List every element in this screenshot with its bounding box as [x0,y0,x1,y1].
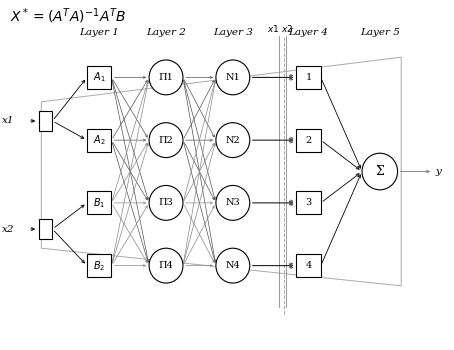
Text: N4: N4 [226,261,240,270]
FancyBboxPatch shape [296,191,321,214]
Text: Σ: Σ [375,165,384,178]
Text: Π3: Π3 [158,198,173,208]
Ellipse shape [216,248,250,283]
FancyBboxPatch shape [296,66,321,89]
Text: 2: 2 [306,136,312,145]
Ellipse shape [149,60,183,95]
FancyBboxPatch shape [296,129,321,152]
Text: 4: 4 [306,261,312,270]
Text: $x1\ x2$: $x1\ x2$ [267,23,294,34]
Text: 3: 3 [306,198,312,208]
Ellipse shape [216,186,250,220]
Text: N2: N2 [226,136,240,145]
Ellipse shape [362,153,398,190]
Text: N3: N3 [226,198,240,208]
FancyBboxPatch shape [296,254,321,277]
Text: $B_2$: $B_2$ [93,259,105,273]
Text: Layer 1: Layer 1 [79,28,119,37]
Ellipse shape [149,248,183,283]
Ellipse shape [216,123,250,158]
Text: y: y [435,167,441,176]
Text: $B_1$: $B_1$ [93,196,105,210]
Ellipse shape [149,123,183,158]
Text: Π1: Π1 [158,73,173,82]
Text: Layer 4: Layer 4 [289,28,329,37]
Text: $A_1$: $A_1$ [93,70,106,84]
Text: 1: 1 [306,73,312,82]
Text: N1: N1 [226,73,240,82]
Text: Layer 2: Layer 2 [146,28,186,37]
Text: Π2: Π2 [158,136,173,145]
Ellipse shape [216,60,250,95]
Text: Layer 5: Layer 5 [360,28,400,37]
FancyBboxPatch shape [87,129,112,152]
Text: x1: x1 [2,117,15,125]
FancyBboxPatch shape [39,219,53,239]
FancyBboxPatch shape [87,66,112,89]
Text: Π4: Π4 [158,261,173,270]
Text: Layer 3: Layer 3 [213,28,253,37]
FancyBboxPatch shape [87,254,112,277]
Text: $X^* = (A^T A)^{-1} A^T B$: $X^* = (A^T A)^{-1} A^T B$ [10,6,127,26]
Ellipse shape [149,186,183,220]
Text: x2: x2 [2,225,15,233]
Text: $A_2$: $A_2$ [93,133,106,147]
FancyBboxPatch shape [87,191,112,214]
FancyBboxPatch shape [39,111,53,131]
